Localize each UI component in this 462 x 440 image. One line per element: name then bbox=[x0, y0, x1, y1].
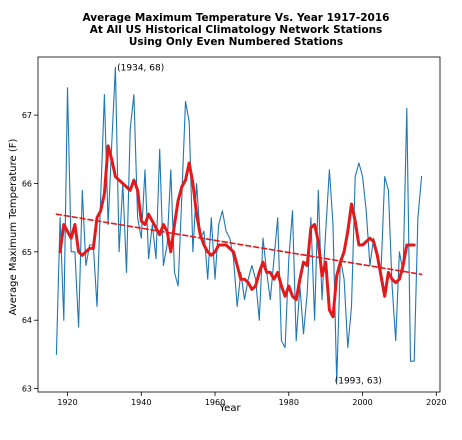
y-tick-label: 67 bbox=[22, 111, 32, 120]
x-tick-label: 1980 bbox=[279, 398, 299, 407]
chart-title-line-1: Average Maximum Temperature Vs. Year 191… bbox=[83, 12, 390, 24]
x-tick-label: 1920 bbox=[57, 398, 77, 407]
y-axis-label: Average Maximum Temperature (F) bbox=[8, 139, 19, 316]
series-line-moving-average bbox=[58, 144, 416, 319]
chart-title-line-2: At All US Historical Climatology Network… bbox=[90, 24, 383, 36]
annotation-1: (1934, 68) bbox=[117, 63, 164, 73]
y-tick-label: 66 bbox=[22, 179, 32, 188]
axes: 1920 1940 1960 1980 2000 2020 63 64 65 66 67 (1934,… bbox=[22, 56, 446, 407]
y-tick-label: 63 bbox=[22, 385, 32, 394]
series-line-trend bbox=[55, 213, 423, 276]
plot-frame bbox=[37, 56, 441, 393]
y-tick-label: 64 bbox=[22, 316, 32, 325]
plot-area bbox=[55, 66, 423, 383]
x-tick-label: 2000 bbox=[352, 398, 372, 407]
x-tick-label: 1960 bbox=[205, 398, 225, 407]
x-tick-label: 2020 bbox=[426, 398, 446, 407]
x-tick-label: 1940 bbox=[131, 398, 151, 407]
annotation-2: (1993, 63) bbox=[335, 377, 382, 387]
y-tick-label: 65 bbox=[22, 248, 32, 257]
x-axis-label: Year bbox=[218, 403, 241, 414]
series-line-annual bbox=[55, 66, 423, 383]
chart-title-line-3: Using Only Even Numbered Stations bbox=[129, 36, 343, 48]
